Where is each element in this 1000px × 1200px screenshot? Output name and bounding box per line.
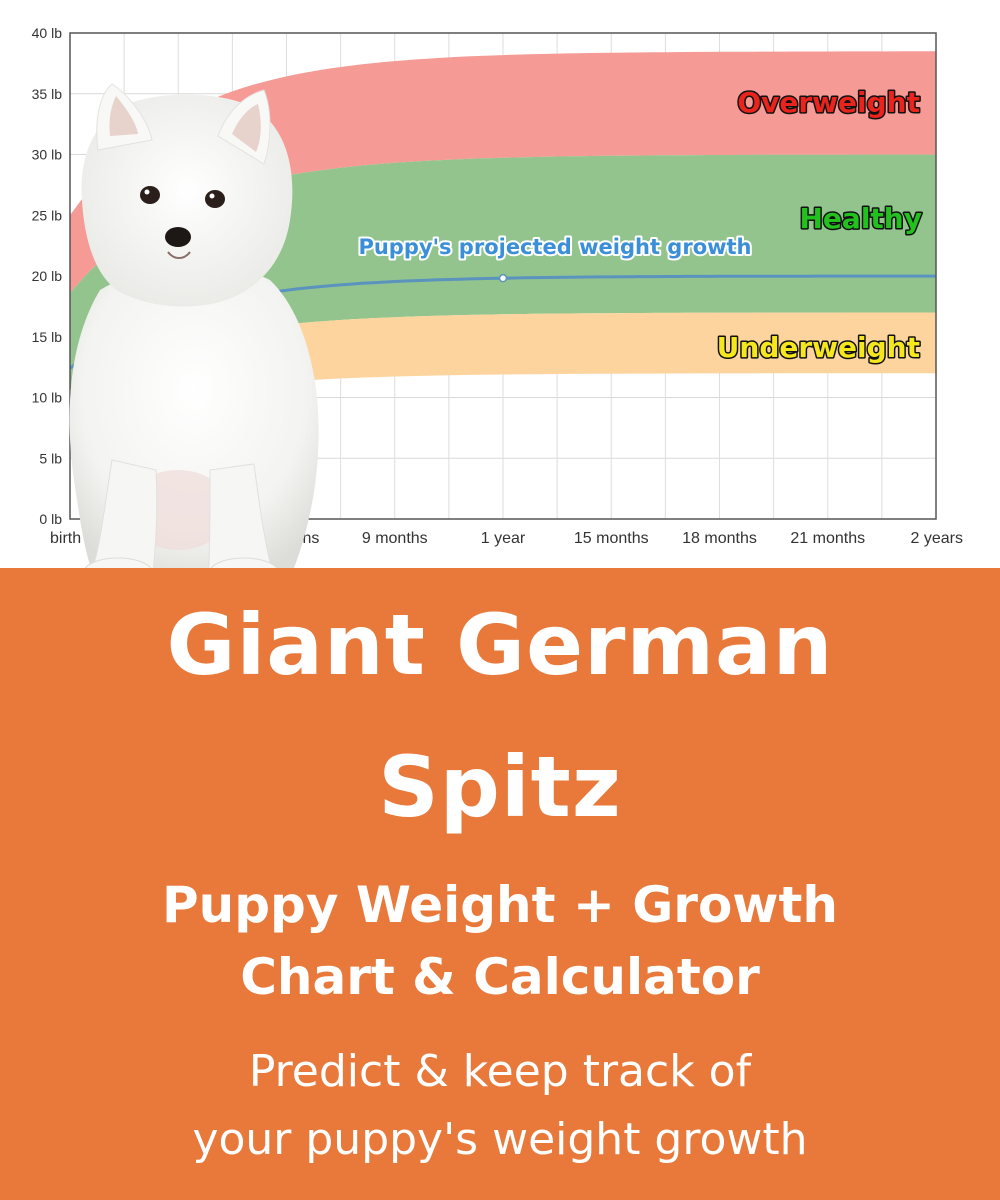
x-tick-label: 2 years <box>911 530 963 547</box>
puppy-photo <box>69 83 319 587</box>
x-tick-label: 21 months <box>790 530 865 547</box>
band-labels: Overweight Healthy Underweight Puppy's proj… <box>356 85 923 366</box>
title-banner: Giant German Spitz Puppy Weight + Growth… <box>0 568 1000 1200</box>
puppy-mouth <box>167 251 191 259</box>
x-tick-label: 18 months <box>682 530 757 547</box>
puppy-right-eye-shine <box>209 193 215 199</box>
band-overweight <box>70 51 936 293</box>
puppy-left-ear-inner <box>109 96 138 136</box>
subtitle-line-2: Chart & Calculator <box>240 948 760 1006</box>
y-tick-label: 15 lb <box>32 329 63 345</box>
y-tick-label: 0 lb <box>39 511 62 527</box>
y-tick-label: 25 lb <box>32 207 63 223</box>
y-tick-label: 35 lb <box>32 86 63 102</box>
weight-chart: 0 lb 5 lb 10 lb 15 lb 20 lb 25 lb 30 lb 35 lb 40… <box>0 0 1000 587</box>
puppy-right-ear-inner <box>232 104 261 152</box>
puppy-left-eye-shine <box>144 189 150 195</box>
title-breed-line-2: Spitz <box>378 738 622 836</box>
y-tick-label: 20 lb <box>32 268 63 284</box>
subtitle-line-1: Puppy Weight + Growth <box>162 876 838 934</box>
x-tick-label: 9 months <box>362 530 428 547</box>
tagline-line-1: Predict & keep track of <box>248 1046 752 1097</box>
projected-growth-marker <box>498 273 508 283</box>
x-tick-label: 15 months <box>574 530 649 547</box>
y-tick-label: 5 lb <box>39 450 62 466</box>
title-breed-line-1: Giant German <box>166 596 834 694</box>
axes: 0 lb 5 lb 10 lb 15 lb 20 lb 25 lb 30 lb 35 lb 40… <box>32 25 963 547</box>
x-tick-label: 1 year <box>481 530 526 547</box>
tagline-line-2: your puppy's weight growth <box>192 1114 808 1165</box>
plot-border <box>69 32 937 520</box>
band-label-healthy: Healthy <box>800 202 923 235</box>
band-label-overweight: Overweight <box>737 86 920 119</box>
puppy-nose <box>165 227 191 247</box>
y-tick-label: 30 lb <box>32 147 63 163</box>
puppy-right-eye <box>205 190 225 208</box>
puppy-left-eye <box>140 186 160 204</box>
y-tick-label: 40 lb <box>32 25 63 41</box>
y-tick-label: 10 lb <box>32 390 63 406</box>
x-tick-label: birth <box>50 530 81 547</box>
series-label-projected-growth: Puppy's projected weight growth <box>358 235 751 259</box>
band-label-underweight: Underweight <box>717 331 920 364</box>
